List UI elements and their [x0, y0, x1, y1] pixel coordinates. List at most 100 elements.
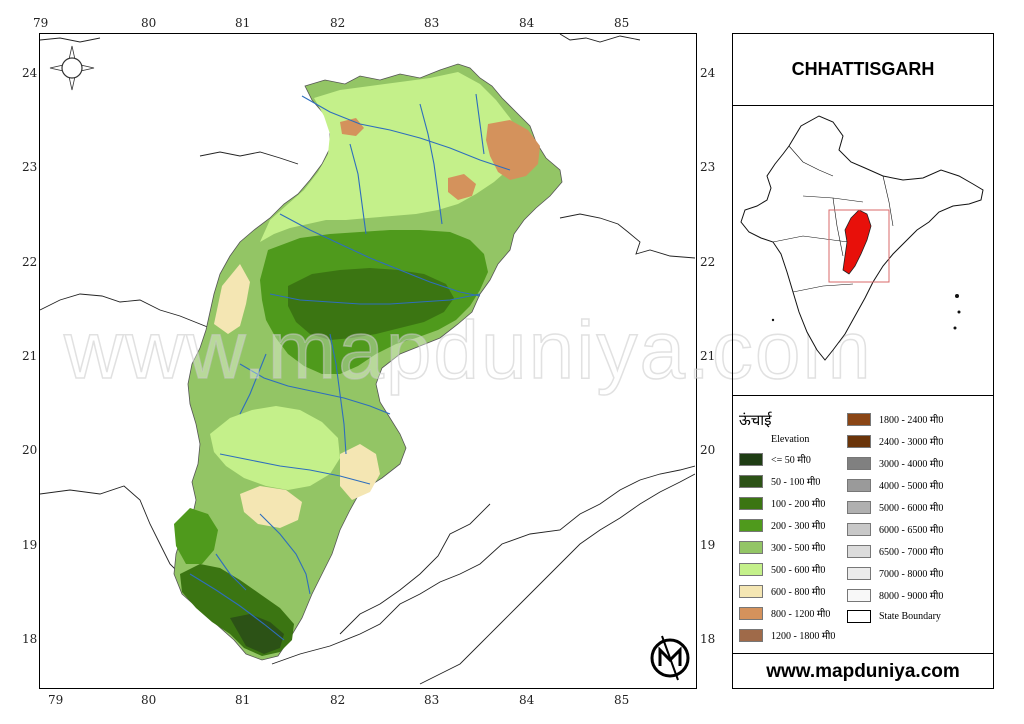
- legend-label: 4000 - 5000 मी0: [879, 481, 944, 492]
- lat-tick-right-23: 23: [700, 160, 716, 174]
- legend-label: 8000 - 9000 मी0: [879, 591, 944, 602]
- lat-tick-left-24: 24: [22, 66, 38, 80]
- legend-label: <= 50 मी0: [771, 455, 811, 466]
- legend-swatch: [739, 496, 763, 510]
- legend-item: <= 50 मी0: [739, 452, 811, 466]
- legend-item: 1800 - 2400 मी0: [847, 412, 943, 426]
- legend-swatch: [739, 518, 763, 532]
- legend-subtitle: Elevation: [771, 434, 810, 445]
- legend-label: 3000 - 4000 मी0: [879, 459, 944, 470]
- legend-swatch: [739, 606, 763, 620]
- compass-rose: [49, 45, 95, 91]
- legend-item: 6500 - 7000 मी0: [847, 544, 943, 558]
- legend-label: 6000 - 6500 मी0: [879, 525, 944, 536]
- footer-box: www.mapduniya.com: [733, 654, 993, 690]
- legend-item: 5000 - 6000 मी0: [847, 500, 943, 514]
- mapduniya-logo: [650, 635, 690, 681]
- lon-tick-bottom-83: 83: [424, 693, 440, 707]
- legend-title: ऊंचाई: [739, 413, 772, 429]
- lat-tick-left-20: 20: [22, 443, 38, 457]
- map-title: CHHATTISGARH: [791, 59, 935, 79]
- neighbour-boundaries: [40, 34, 695, 685]
- legend-label: 200 - 300 मी0: [771, 521, 826, 532]
- lat-tick-right-24: 24: [700, 66, 716, 80]
- legend-label: 7000 - 8000 मी0: [879, 569, 944, 580]
- legend-item: 800 - 1200 मी0: [739, 606, 830, 620]
- legend-label: 50 - 100 मी0: [771, 477, 821, 488]
- legend-item: 300 - 500 मी0: [739, 540, 825, 554]
- lat-tick-left-23: 23: [22, 160, 38, 174]
- inset-highlight-box: [828, 209, 890, 283]
- legend-swatch: [847, 434, 871, 448]
- lat-tick-left-19: 19: [22, 538, 38, 552]
- legend-swatch: [739, 474, 763, 488]
- lon-tick-bottom-84: 84: [519, 693, 535, 707]
- legend-item: 500 - 600 मी0: [739, 562, 825, 576]
- legend-swatch: [847, 478, 871, 492]
- legend-swatch: [847, 610, 871, 623]
- website-link[interactable]: www.mapduniya.com: [766, 661, 960, 682]
- legend-label: 600 - 800 मी0: [771, 587, 826, 598]
- side-panel: CHHATTISGARH ऊंचाई Elevation <= 50 मी0 5…: [732, 33, 994, 689]
- legend-swatch: [847, 588, 871, 602]
- legend-label: 6500 - 7000 मी0: [879, 547, 944, 558]
- legend-label: 100 - 200 मी0: [771, 499, 826, 510]
- lon-tick-top-83: 83: [424, 16, 440, 30]
- legend-item: 7000 - 8000 मी0: [847, 566, 943, 580]
- lat-tick-left-21: 21: [22, 349, 38, 363]
- legend-swatch: [739, 628, 763, 642]
- lon-tick-bottom-79: 79: [48, 693, 64, 707]
- legend-swatch: [847, 456, 871, 470]
- india-outline-svg: [740, 115, 984, 361]
- legend-swatch: [847, 500, 871, 514]
- legend-label: 1200 - 1800 मी0: [771, 631, 836, 642]
- lat-tick-right-21: 21: [700, 349, 716, 363]
- legend: ऊंचाई Elevation <= 50 मी0 50 - 100 मी0 1…: [733, 396, 993, 654]
- elevation-map-svg: [40, 34, 695, 685]
- legend-item: 100 - 200 मी0: [739, 496, 825, 510]
- legend-item: 200 - 300 मी0: [739, 518, 825, 532]
- legend-label: State Boundary: [879, 611, 941, 622]
- legend-swatch: [739, 452, 763, 466]
- legend-item: State Boundary: [847, 610, 941, 623]
- legend-label: 800 - 1200 मी0: [771, 609, 831, 620]
- legend-item: 8000 - 9000 मी0: [847, 588, 943, 602]
- legend-swatch: [847, 522, 871, 536]
- legend-item: 2400 - 3000 मी0: [847, 434, 943, 448]
- legend-swatch: [739, 584, 763, 598]
- lon-tick-top-82: 82: [330, 16, 346, 30]
- lat-tick-right-22: 22: [700, 255, 716, 269]
- legend-swatch: [847, 412, 871, 426]
- lon-tick-top-81: 81: [235, 16, 251, 30]
- lat-tick-left-22: 22: [22, 255, 38, 269]
- state-elevation: [173, 63, 563, 661]
- lat-tick-right-20: 20: [700, 443, 716, 457]
- lon-tick-top-80: 80: [141, 16, 157, 30]
- lat-tick-right-18: 18: [700, 632, 716, 646]
- legend-label: 1800 - 2400 मी0: [879, 415, 944, 426]
- legend-label: 2400 - 3000 मी0: [879, 437, 944, 448]
- lon-tick-top-85: 85: [614, 16, 630, 30]
- main-map[interactable]: www.mapduniya.com: [39, 33, 872, 689]
- river-network: [189, 93, 511, 641]
- legend-label: 300 - 500 मी0: [771, 543, 826, 554]
- legend-label: 5000 - 6000 मी0: [879, 503, 944, 514]
- lon-tick-bottom-85: 85: [614, 693, 630, 707]
- lon-tick-bottom-81: 81: [235, 693, 251, 707]
- legend-item: 4000 - 5000 मी0: [847, 478, 943, 492]
- lon-tick-bottom-82: 82: [330, 693, 346, 707]
- legend-swatch: [739, 540, 763, 554]
- lon-tick-bottom-80: 80: [141, 693, 157, 707]
- lat-tick-right-19: 19: [700, 538, 716, 552]
- lat-tick-left-18: 18: [22, 632, 38, 646]
- legend-swatch: [847, 544, 871, 558]
- lon-tick-top-79: 79: [33, 16, 49, 30]
- legend-item: 50 - 100 मी0: [739, 474, 820, 488]
- legend-item: 6000 - 6500 मी0: [847, 522, 943, 536]
- legend-label: 500 - 600 मी0: [771, 565, 826, 576]
- legend-swatch: [847, 566, 871, 580]
- legend-item: 1200 - 1800 मी0: [739, 628, 835, 642]
- lon-tick-top-84: 84: [519, 16, 535, 30]
- title-box: CHHATTISGARH: [733, 34, 993, 106]
- legend-item: 3000 - 4000 मी0: [847, 456, 943, 470]
